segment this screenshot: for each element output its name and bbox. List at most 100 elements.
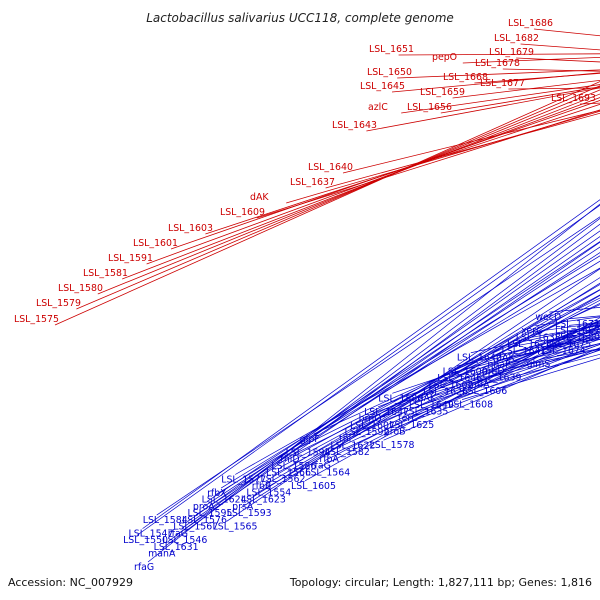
gene-label-forward: LSL_1579 bbox=[36, 298, 81, 309]
gene-label-reverse: rfaG bbox=[168, 528, 188, 539]
gene-label-reverse: LSL_1642 bbox=[457, 353, 502, 364]
forward-label-lines bbox=[54, 28, 600, 326]
gene-label-reverse: glpF bbox=[300, 434, 320, 445]
gene-label-reverse: LSL_1564 bbox=[305, 467, 350, 478]
forward-label-line bbox=[146, 97, 600, 265]
gene-label-forward: LSL_1651 bbox=[369, 44, 414, 55]
gene-label-reverse: LSL_1578 bbox=[370, 440, 415, 451]
gene-label-reverse: LSL_1547 bbox=[129, 529, 174, 540]
gene-label-forward: LSL_1591 bbox=[108, 253, 153, 264]
gene-label-reverse: LSL_1605 bbox=[291, 481, 336, 492]
gene-label-reverse: LSL_1607 bbox=[350, 420, 395, 431]
gene-label-reverse: LSL_1586 bbox=[271, 461, 316, 472]
gene-label-reverse: rfbX bbox=[207, 488, 227, 499]
forward-label-line bbox=[401, 84, 600, 114]
reverse-label-line bbox=[293, 302, 600, 455]
gene-label-forward: LSL_1693 bbox=[551, 93, 596, 104]
topology-info: Topology: circular; Length: 1,827,111 bp… bbox=[289, 576, 592, 589]
gene-label-reverse: rfaG bbox=[311, 461, 331, 472]
gene-label-forward: pepO bbox=[432, 52, 457, 63]
map-title: Lactobacillus salivarius UCC118, complet… bbox=[146, 11, 454, 25]
forward-label-line bbox=[54, 81, 600, 326]
forward-label-line bbox=[440, 86, 600, 114]
reverse-label-line bbox=[285, 289, 600, 462]
forward-label-line bbox=[391, 72, 600, 93]
reverse-label-line bbox=[304, 317, 600, 482]
gene-label-reverse: LSL_1622 bbox=[330, 441, 375, 452]
gene-label-forward: LSL_1686 bbox=[508, 18, 553, 29]
reverse-label-line bbox=[201, 246, 600, 509]
gene-label-reverse: brnQ bbox=[359, 413, 382, 424]
gene-label-reverse: LSL_1562 bbox=[261, 474, 306, 485]
gene-label-reverse: LSL_1582 bbox=[325, 447, 370, 458]
reverse-label-line bbox=[187, 230, 600, 522]
reverse-label-line bbox=[333, 331, 600, 455]
reverse-label-line bbox=[176, 241, 600, 536]
reverse-label-line bbox=[161, 223, 600, 549]
forward-label-line bbox=[342, 109, 600, 174]
gene-label-reverse: rfbA bbox=[319, 454, 339, 465]
gene-label-reverse: dAK bbox=[418, 393, 437, 404]
gene-label-reverse: LSL_1577 bbox=[221, 475, 266, 486]
gene-label-forward: LSL_1603 bbox=[168, 223, 213, 234]
gene-label-reverse: LSL_1641 bbox=[502, 346, 547, 357]
reverse-label-line bbox=[136, 204, 600, 536]
reverse-label-line bbox=[195, 252, 600, 516]
reverse-label-line bbox=[363, 319, 600, 421]
reverse-label-line bbox=[383, 347, 600, 441]
gene-label-forward: LSL_1682 bbox=[494, 33, 539, 44]
gene-label-reverse: LSL_1680 bbox=[555, 332, 600, 343]
gene-label-reverse: LSL_1554 bbox=[246, 488, 291, 499]
reverse-label-line bbox=[167, 217, 600, 543]
reverse-label-line bbox=[240, 282, 600, 509]
gene-label-reverse: LSL_1566 bbox=[266, 468, 311, 479]
reverse-label-line bbox=[378, 322, 600, 408]
forward-label-line bbox=[76, 85, 600, 310]
reverse-label-line bbox=[392, 323, 600, 394]
gene-label-forward: LSL_1580 bbox=[58, 283, 103, 294]
gene-label-reverse: LSL_1584 bbox=[143, 515, 188, 526]
accession: Accession: NC_007929 bbox=[8, 576, 133, 589]
gene-label-reverse: thiD bbox=[280, 454, 299, 465]
gene-label-forward: LSL_1581 bbox=[83, 268, 128, 279]
gene-label-reverse: LSL_1602 bbox=[428, 380, 473, 391]
reverse-label-line bbox=[560, 333, 600, 340]
gene-label-reverse: LSL_1600 bbox=[443, 366, 488, 377]
gene-label-reverse: LSL_1567 bbox=[173, 522, 218, 533]
gene-label-reverse: thl bbox=[339, 434, 351, 445]
reverse-label-line bbox=[156, 216, 600, 516]
gene-label-forward: LSL_1601 bbox=[133, 238, 178, 249]
gene-label-reverse: LSL_1595 bbox=[187, 508, 232, 519]
gene-label-reverse: mtlA bbox=[468, 380, 490, 391]
gene-label-reverse: LSL_1546 bbox=[162, 535, 207, 546]
gene-label-reverse: LSL_1646 bbox=[437, 373, 482, 384]
reverse-label-line bbox=[215, 260, 600, 495]
reverse-label-line bbox=[245, 277, 600, 502]
reverse-label-lines bbox=[136, 199, 600, 563]
reverse-labels: LSL_1680LSL_1667LSL_1671wecDLSL_1674LSL_… bbox=[123, 312, 600, 573]
gene-label-reverse: wecD bbox=[535, 312, 561, 323]
gene-label-reverse: LSL_1626 bbox=[423, 386, 468, 397]
gene-label-reverse: LSL_1671 bbox=[555, 319, 600, 330]
reverse-label-line bbox=[403, 343, 600, 421]
gene-label-reverse: LSL_1674 bbox=[541, 346, 586, 357]
gene-label-reverse: glmS bbox=[527, 359, 551, 370]
reverse-label-line bbox=[142, 199, 600, 529]
gene-label-reverse: LSL_1594 bbox=[286, 447, 331, 458]
gene-label-forward: azlC bbox=[368, 102, 388, 113]
reverse-label-line bbox=[254, 295, 600, 495]
forward-label-line bbox=[205, 103, 600, 235]
gene-label-forward: LSL_1609 bbox=[220, 207, 265, 218]
gene-label-reverse: LSL_1638 bbox=[516, 332, 561, 343]
gene-label-reverse: rfaG bbox=[134, 562, 154, 573]
reverse-label-line bbox=[181, 236, 600, 529]
reverse-label-line bbox=[299, 297, 600, 448]
gene-label-forward: LSL_1650 bbox=[367, 67, 412, 78]
gene-label-reverse: LSL_1593 bbox=[227, 508, 272, 519]
gene-label-forward: LSL_1643 bbox=[332, 120, 377, 131]
forward-label-line bbox=[170, 100, 600, 250]
reverse-label-line bbox=[319, 325, 600, 468]
reverse-label-line bbox=[344, 320, 600, 441]
